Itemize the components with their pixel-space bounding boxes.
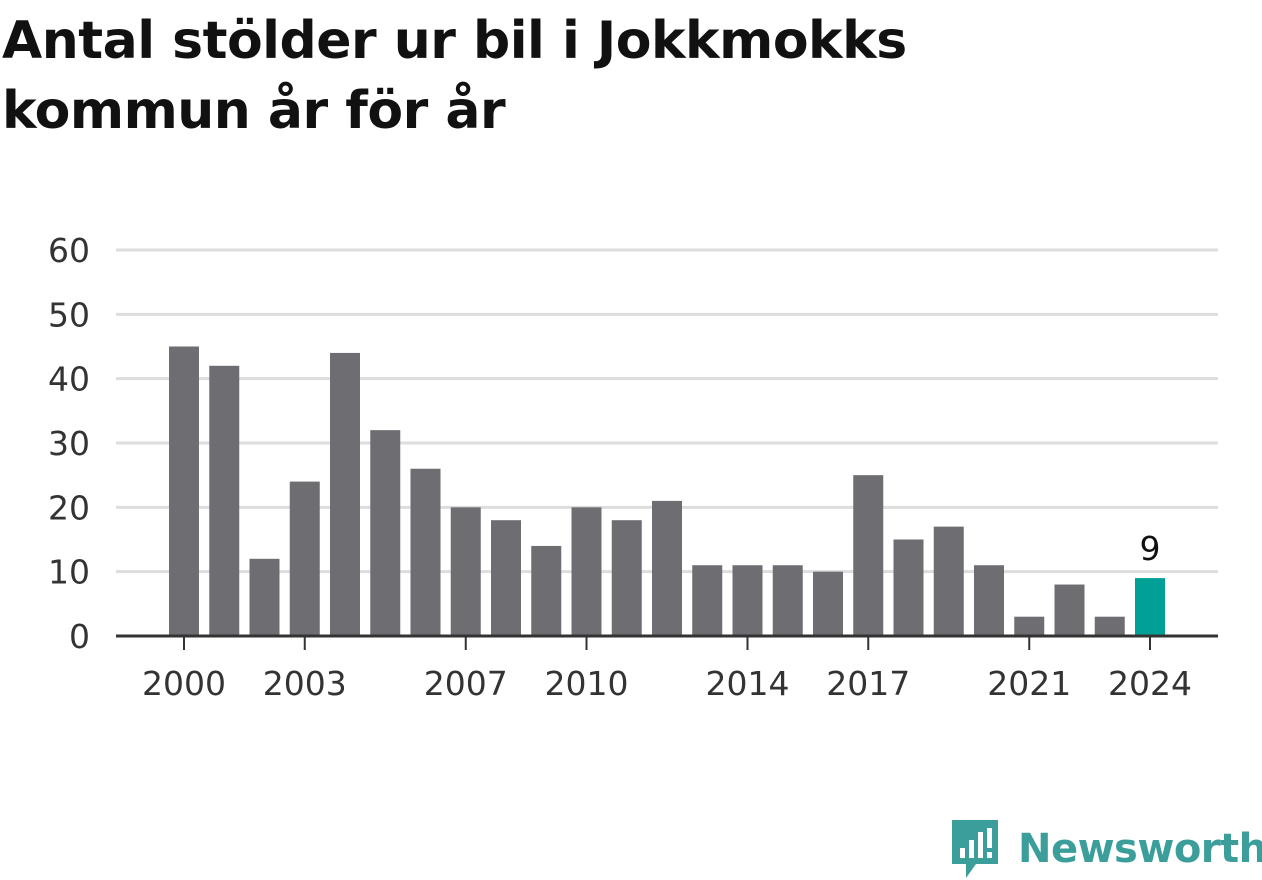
bar-2012 <box>652 500 682 636</box>
bar-2014 <box>732 565 763 636</box>
bar-2008 <box>491 520 521 636</box>
bar-2010 <box>571 507 602 636</box>
brand-footer: Newsworthy <box>950 818 1262 880</box>
y-tick-label: 20 <box>48 488 90 527</box>
bar-2018 <box>893 539 924 636</box>
bar-2002 <box>249 558 280 636</box>
bar-2021 <box>1014 616 1045 636</box>
bar-2022 <box>1054 584 1085 636</box>
y-tick-label: 40 <box>48 360 90 399</box>
bar-2007 <box>450 507 481 636</box>
bar-2005 <box>370 430 401 636</box>
data-label: 9 <box>1140 529 1161 568</box>
newsworthy-logo-icon <box>952 820 998 878</box>
bar-2016 <box>813 571 843 636</box>
x-tick-label: 2003 <box>263 664 347 703</box>
y-tick-label: 60 <box>48 231 90 270</box>
bar-2004 <box>330 352 360 636</box>
bars <box>169 346 1165 636</box>
x-tick-label: 2017 <box>826 664 910 703</box>
bar-2015 <box>772 565 803 636</box>
tick-labels: 0 10 20 30 40 50 60 9 2000 2003 2007 2010 2014 2017 20… <box>48 231 1192 703</box>
y-tick-label: 30 <box>48 424 90 463</box>
chart-title: Antal stölder ur bil i Jokkmokks kommun … <box>2 11 907 141</box>
bar-2011 <box>611 520 642 636</box>
bar-2003 <box>289 481 320 636</box>
bar-2023 <box>1094 616 1125 636</box>
x-tick-label: 2021 <box>987 664 1071 703</box>
x-tick-label: 2024 <box>1108 664 1192 703</box>
x-tick-label: 2000 <box>142 664 226 703</box>
brand-name: Newsworthy <box>1018 826 1262 872</box>
bar-2013 <box>692 565 723 636</box>
x-tick-label: 2010 <box>545 664 629 703</box>
bar-2000 <box>169 346 199 636</box>
y-tick-label: 0 <box>69 617 90 656</box>
bar-2024 <box>1135 578 1165 636</box>
bar-2001 <box>209 365 240 636</box>
bar-2019 <box>933 526 964 636</box>
bar-2017 <box>853 475 884 636</box>
x-axis <box>116 634 1218 650</box>
y-tick-label: 10 <box>48 553 90 592</box>
bar-2006 <box>410 468 441 636</box>
bar-2020 <box>974 565 1004 636</box>
x-tick-label: 2007 <box>424 664 508 703</box>
y-tick-label: 50 <box>48 295 90 334</box>
x-tick-label: 2014 <box>706 664 790 703</box>
bar-2009 <box>531 545 562 636</box>
